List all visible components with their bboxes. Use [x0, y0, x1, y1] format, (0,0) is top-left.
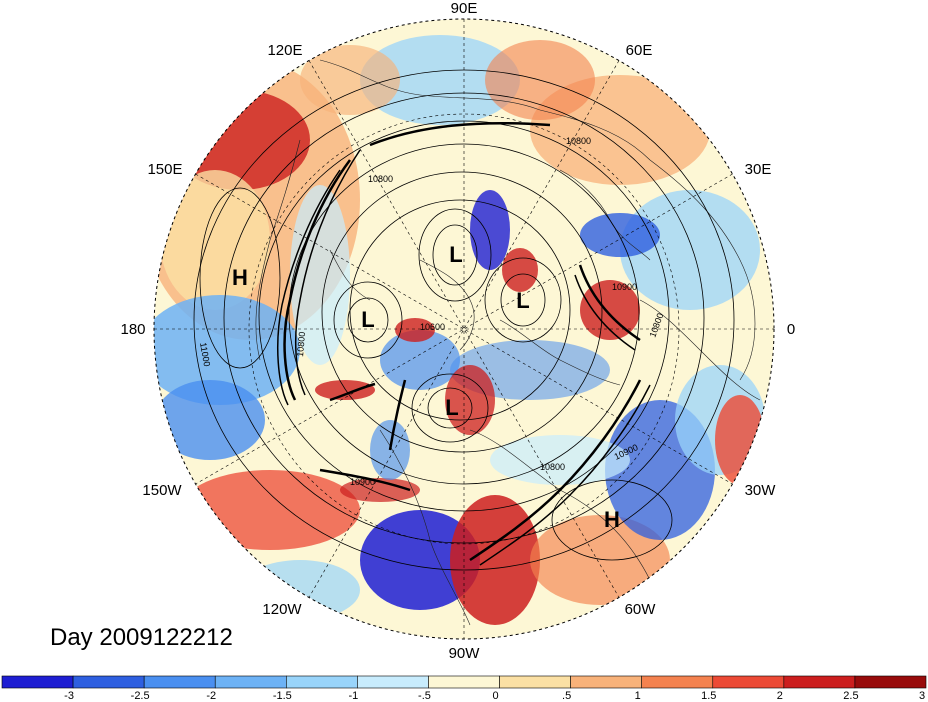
lon-label-150e: 150E [147, 161, 182, 178]
colorbar-swatch [854, 675, 927, 689]
contour-label: 10900 [612, 282, 637, 292]
colorbar-tick-label: -2 [206, 690, 216, 702]
lon-label-30e: 30E [745, 161, 772, 178]
high-pressure-marker: H [232, 265, 248, 290]
lon-label-60e: 60E [626, 42, 653, 59]
colorbar-tick-label: 3 [919, 690, 925, 702]
lon-label-60w: 60W [625, 601, 657, 618]
colorbar-tick-label: -1 [348, 690, 358, 702]
lon-label-90w: 90W [449, 645, 481, 662]
colorbar-tick-label: .5 [562, 690, 571, 702]
colorbar-swatch [1, 675, 74, 689]
colorbar-tick-label: 1.5 [701, 690, 716, 702]
low-pressure-marker: L [361, 307, 374, 332]
colorbar-swatch [72, 675, 145, 689]
colorbar-tick-label: 0 [492, 690, 498, 702]
colorbar-swatch [783, 675, 856, 689]
colorbar-swatch [357, 675, 429, 689]
colorbar-swatch [641, 675, 714, 689]
lon-label-90e: 90E [451, 0, 478, 17]
contour-label: 10800 [566, 136, 591, 146]
date-label: Day 2009122212 [50, 624, 233, 651]
lon-label-150w: 150W [142, 482, 182, 499]
colorbar-tick-label: -.5 [418, 690, 431, 702]
colorbar-swatch [214, 675, 287, 689]
colorbar-swatch [428, 675, 500, 689]
lon-label-120w: 120W [262, 601, 302, 618]
contour-label: 10800 [368, 174, 393, 184]
low-pressure-marker: L [445, 395, 458, 420]
colorbar-swatch [143, 675, 216, 689]
colorbar: -3 -2.5 -2 -1.5 -1 -.5 0 .5 1 1.5 2 2.5 3 [1, 675, 927, 702]
colorbar-swatch [499, 675, 571, 689]
high-pressure-marker: H [604, 507, 620, 532]
colorbar-tick-label: 2.5 [843, 690, 858, 702]
colorbar-tick-label: -3 [64, 690, 74, 702]
lon-label-30w: 30W [745, 482, 777, 499]
colorbar-swatch [712, 675, 785, 689]
lon-label-180: 180 [120, 321, 145, 338]
lon-label-0: 0 [787, 321, 795, 338]
contour-label: 10900 [350, 477, 375, 487]
globe-boundary [153, 18, 775, 640]
contour-label: 10600 [420, 322, 445, 332]
colorbar-tick-label: -1.5 [273, 690, 292, 702]
colorbar-tick-label: 1 [635, 690, 641, 702]
contour-label: 11000 [198, 342, 212, 368]
lon-label-120e: 120E [267, 42, 302, 59]
jet-stream-isotachs [276, 121, 651, 566]
contour-label: 10800 [540, 462, 565, 472]
low-pressure-marker: L [449, 242, 462, 267]
colorbar-tick-label: 2 [777, 690, 783, 702]
colorbar-swatch [286, 675, 358, 689]
colorbar-swatch [570, 675, 642, 689]
colorbar-tick-label: -2.5 [131, 690, 150, 702]
graticule [154, 19, 774, 639]
contour-label: 10800 [295, 331, 307, 357]
low-pressure-marker: L [516, 288, 529, 313]
